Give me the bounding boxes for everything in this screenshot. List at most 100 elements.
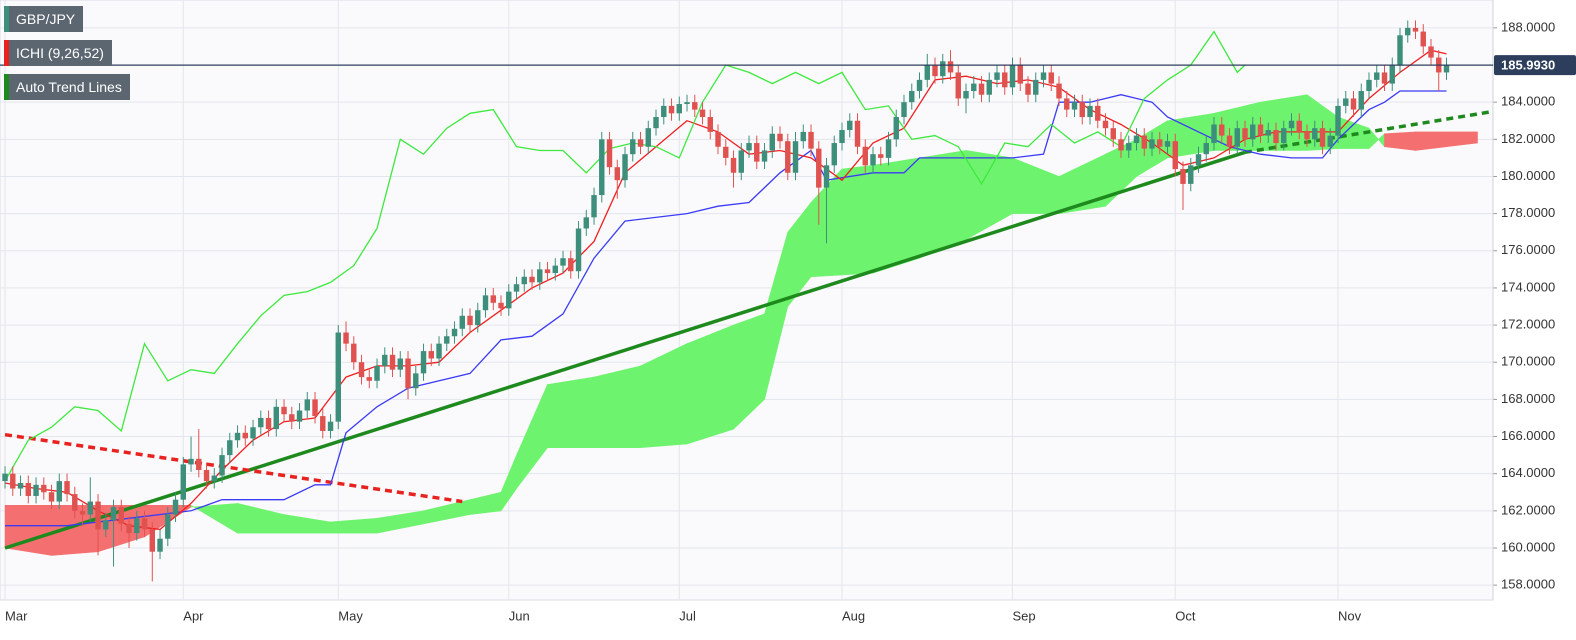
indicator-line [4, 49, 1447, 531]
candle-body [692, 102, 698, 110]
candle-body [103, 520, 109, 530]
candle-body [1397, 35, 1403, 66]
candle-body [1281, 128, 1287, 144]
candle-body [506, 291, 512, 309]
candle-body [1389, 65, 1395, 84]
candle-body [862, 146, 868, 166]
candle-body [451, 328, 458, 337]
candle-body [1211, 124, 1217, 144]
candle-body [1273, 130, 1279, 144]
cloud-segment [4, 504, 52, 556]
candle-body [134, 518, 140, 534]
candle-body [219, 455, 225, 476]
candle-body [994, 72, 1000, 80]
candle-body [1025, 83, 1031, 95]
candle-body [1288, 120, 1295, 129]
candle-body [1319, 128, 1326, 147]
candle-body [738, 150, 744, 173]
y-tick-label: 172.0000 [1501, 317, 1555, 332]
cloud-segment [841, 164, 874, 276]
candle-body [459, 315, 465, 329]
candle-body [79, 510, 86, 515]
candle-body [382, 354, 388, 366]
y-tick-label: 170.0000 [1501, 354, 1555, 369]
candle-body [1265, 130, 1271, 136]
price-label-box [1494, 55, 1576, 76]
candle-body [754, 143, 760, 162]
candle-body [529, 276, 535, 283]
candle-body [839, 130, 845, 144]
candle-body [320, 416, 326, 431]
candle-body [1102, 120, 1109, 129]
candle-body [963, 91, 969, 99]
candle-body [1002, 72, 1008, 88]
candle-body [1071, 102, 1078, 110]
candle-body [591, 195, 597, 218]
candle-body [110, 507, 117, 521]
candle-body [1118, 139, 1124, 151]
candle-body [1405, 27, 1411, 36]
candle-body [304, 399, 310, 411]
candle-body [769, 133, 775, 151]
candle-body [1095, 105, 1101, 121]
y-tick-label: 188.0000 [1501, 19, 1555, 34]
candle-body [1172, 141, 1178, 170]
legend-swatch [4, 40, 9, 66]
candle-body [707, 117, 713, 132]
candle-body [17, 482, 24, 489]
candle-body [847, 120, 853, 131]
candle-body [560, 258, 566, 266]
candle-body [1366, 79, 1372, 92]
candle-body [56, 481, 62, 502]
candle-body [118, 507, 124, 524]
legend: GBP/JPY ICHI (9,26,52) Auto Trend Lines [4, 6, 130, 108]
candle-body [1250, 124, 1256, 140]
candle-body [978, 83, 985, 95]
candle-body [413, 373, 419, 389]
candle-body [808, 131, 814, 149]
candle-body [1420, 31, 1426, 47]
candle-body [498, 302, 504, 309]
candle-body [831, 143, 837, 166]
legend-swatch [4, 6, 9, 32]
candle-body [281, 406, 287, 415]
candle-body [575, 228, 582, 272]
y-tick-label: 166.0000 [1501, 428, 1555, 443]
candle-body [955, 72, 961, 99]
candle-body [1164, 141, 1171, 147]
x-tick-label: May [338, 608, 363, 623]
candle-body [1234, 128, 1240, 147]
candle-body [72, 494, 78, 511]
candle-body [1195, 154, 1202, 166]
candle-body [1203, 143, 1209, 155]
y-tick-label: 176.0000 [1501, 242, 1555, 257]
candle-body [482, 295, 489, 311]
candle-body [800, 131, 806, 142]
candle-body [1188, 165, 1194, 184]
candle-body [521, 276, 527, 285]
legend-label: GBP/JPY [16, 11, 76, 27]
candle-body [645, 128, 651, 147]
legend-entry: ICHI (9,26,52) [4, 40, 112, 66]
candle-body [544, 269, 551, 274]
y-tick-label: 178.0000 [1501, 205, 1555, 220]
candle-body [932, 65, 938, 77]
candle-body [614, 167, 620, 181]
candle-body [901, 102, 907, 118]
candle-body [684, 102, 690, 105]
candle-body [1327, 135, 1333, 147]
candle-body [715, 131, 721, 147]
candle-body [358, 362, 365, 378]
candle-body [893, 117, 899, 140]
candle-body [95, 501, 101, 530]
candle-body [397, 358, 403, 370]
candle-body [405, 358, 411, 389]
candle-body [1381, 72, 1388, 84]
candle-body [1126, 143, 1132, 151]
candle-body [1226, 135, 1233, 147]
candle-body [2, 473, 8, 482]
candle-body [351, 343, 357, 363]
y-tick-label: 164.0000 [1501, 465, 1555, 480]
candle-body [723, 146, 729, 158]
